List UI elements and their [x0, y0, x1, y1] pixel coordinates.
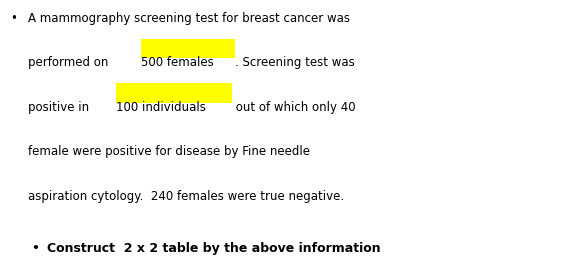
- Text: performed on: performed on: [28, 56, 116, 69]
- Text: . Screening test was: . Screening test was: [235, 56, 355, 69]
- Text: female were positive for disease by Fine needle: female were positive for disease by Fine…: [28, 145, 310, 158]
- Text: out of which only 40: out of which only 40: [232, 101, 356, 114]
- Text: 500 females: 500 females: [141, 56, 214, 69]
- Text: •: •: [10, 12, 17, 25]
- Text: positive in: positive in: [28, 101, 96, 114]
- Text: 100 individuals: 100 individuals: [116, 101, 206, 114]
- Text: A mammography screening test for breast cancer was: A mammography screening test for breast …: [28, 12, 350, 25]
- Text: Construct  2 x 2 table by the above information: Construct 2 x 2 table by the above infor…: [47, 242, 381, 255]
- Text: aspiration cytology.  240 females were true negative.: aspiration cytology. 240 females were tr…: [28, 190, 344, 203]
- Text: •: •: [32, 242, 40, 255]
- Bar: [116, 83, 232, 103]
- Bar: [141, 38, 235, 59]
